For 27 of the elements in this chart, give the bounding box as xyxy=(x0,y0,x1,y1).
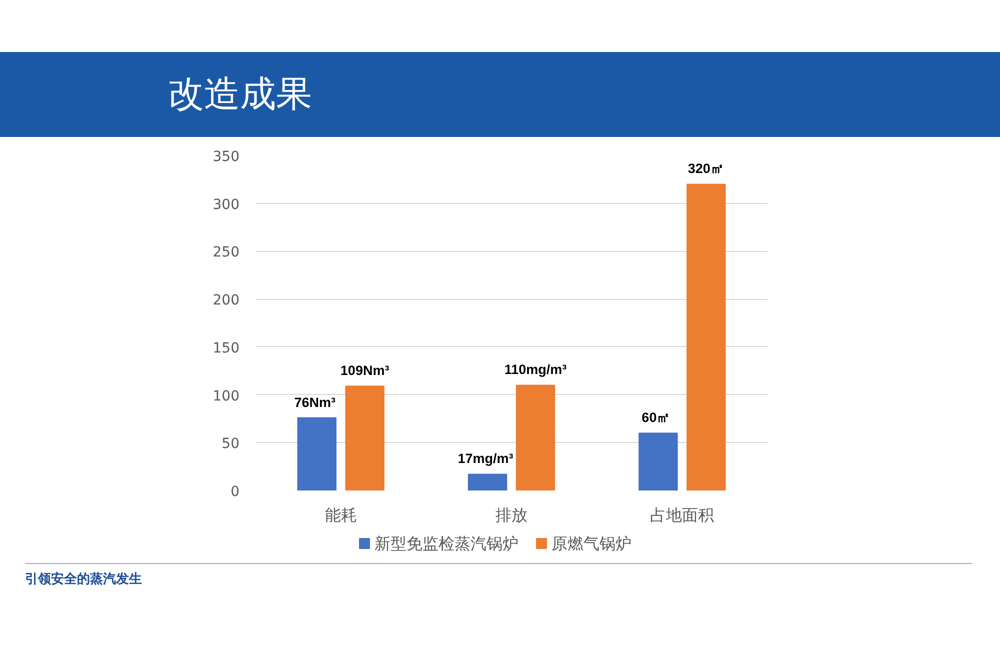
x-tick-label: 排放 xyxy=(496,506,528,524)
bar xyxy=(345,386,384,490)
legend-label: 新型免监检蒸汽锅炉 xyxy=(374,534,518,553)
bar xyxy=(516,384,556,490)
bar xyxy=(638,432,678,490)
text: 引领安全的蒸汽发生 xyxy=(25,572,142,588)
chart-title: 改造成果 xyxy=(168,73,312,117)
y-tick-label: 350 xyxy=(212,149,240,165)
y-tick-label: 300 xyxy=(212,196,240,213)
y-tick-label: 50 xyxy=(222,436,240,452)
x-tick-label: 占地面积 xyxy=(650,506,714,524)
y-tick-label: 100 xyxy=(212,388,240,404)
data-label: 320㎡ xyxy=(688,161,724,176)
bar xyxy=(686,184,726,490)
legend-label: 原燃气锅炉 xyxy=(552,534,632,553)
y-tick-label: 200 xyxy=(212,292,240,309)
x-tick-label: 能耗 xyxy=(324,506,357,524)
y-tick-label: 250 xyxy=(212,244,240,261)
data-label: 60㎡ xyxy=(642,410,671,426)
data-label: 110mg/m³ xyxy=(504,362,568,378)
y-tick-label: 0 xyxy=(230,484,240,500)
data-label: 76Nm³ xyxy=(294,394,336,410)
data-label: 109Nm³ xyxy=(340,363,390,378)
y-tick-label: 150 xyxy=(212,340,240,356)
data-label: 17mg/m³ xyxy=(458,451,514,466)
bar xyxy=(468,474,508,490)
bar xyxy=(297,417,336,490)
